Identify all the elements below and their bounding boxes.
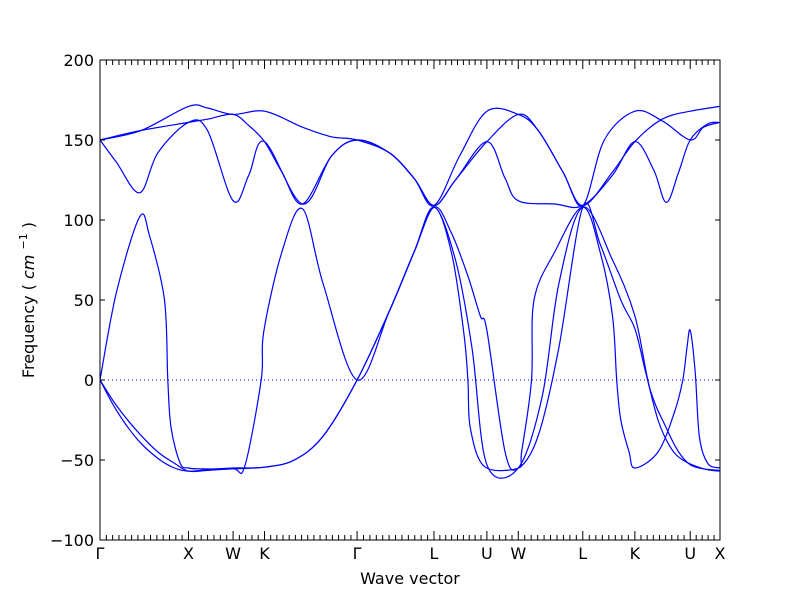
x-tick-label: Γ: [353, 544, 362, 563]
y-axis-label-open-paren: (: [19, 284, 38, 290]
y-axis-label: Frequency ( cm −1 ): [12, 222, 38, 378]
x-tick-label: U: [481, 544, 493, 563]
y-axis-label-unit: cm: [19, 255, 38, 279]
y-axis-label-text: Frequency: [19, 295, 38, 378]
band-line-6: [99, 104, 721, 207]
y-tick-label: 50: [74, 291, 94, 310]
y-tick-label: −50: [60, 451, 94, 470]
x-tick-label: W: [510, 544, 526, 563]
x-tick-label: K: [630, 544, 641, 563]
x-axis-label: Wave vector: [360, 569, 460, 588]
x-tick-label: W: [225, 544, 241, 563]
band-line-1: [99, 202, 721, 473]
y-axis-label-close-paren: ): [19, 222, 38, 228]
x-tick-label: K: [259, 544, 270, 563]
band-line-5: [99, 105, 721, 207]
y-tick-label: −100: [50, 531, 94, 550]
x-tick-label: X: [715, 544, 726, 563]
band-line-2: [99, 206, 721, 479]
x-tick-label: X: [183, 544, 194, 563]
y-tick-label: 200: [63, 51, 94, 70]
x-tick-label: L: [430, 544, 439, 563]
x-tick-label: U: [684, 544, 696, 563]
band-line-4: [99, 119, 721, 209]
y-tick-label: 0: [84, 371, 94, 390]
band-series-layer: [99, 104, 721, 479]
y-axis-label-unit-exponent: −1: [17, 233, 30, 249]
plot-frame: [99, 59, 721, 541]
y-tick-label: 150: [63, 131, 94, 150]
band-line-3: [99, 206, 721, 475]
x-tick-label: L: [578, 544, 587, 563]
axis-ticks: [99, 59, 721, 541]
x-tick-label: Γ: [96, 544, 105, 563]
y-tick-label: 100: [63, 211, 94, 230]
